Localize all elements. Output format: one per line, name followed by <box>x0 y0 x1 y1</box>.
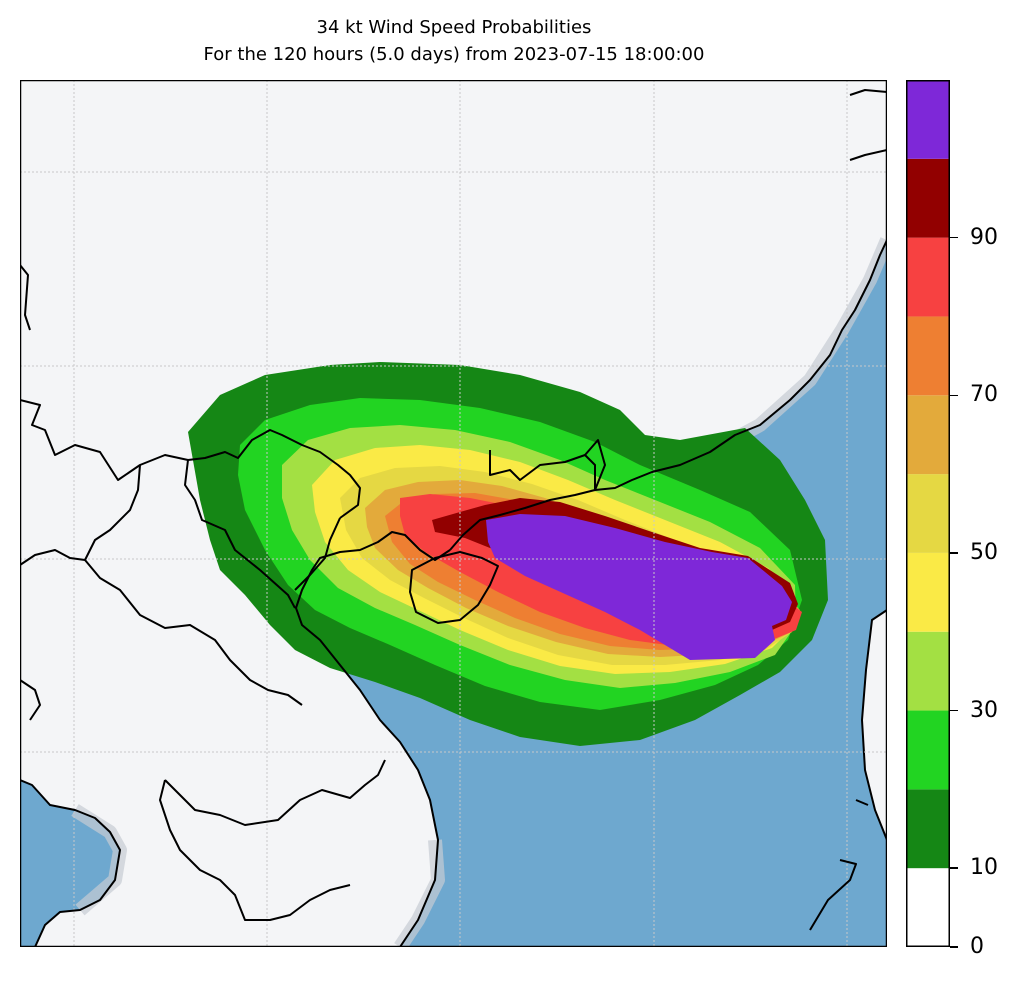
colorbar-segment <box>906 710 950 790</box>
colorbar-tick-label: 10 <box>970 855 998 881</box>
band-100 <box>486 514 792 660</box>
colorbar-segment <box>906 631 950 711</box>
probability-map <box>20 80 887 947</box>
probability-contours <box>188 362 828 746</box>
colorbar-tick-mark <box>950 394 958 397</box>
colorbar-segment <box>906 474 950 553</box>
chart-title: 34 kt Wind Speed Probabilities <box>316 17 592 38</box>
colorbar-tick-mark <box>950 946 958 948</box>
colorbar-segment <box>906 237 950 317</box>
colorbar-tick-label: 0 <box>970 934 984 959</box>
colorbar-tick-label: 90 <box>970 224 998 250</box>
colorbar-tick-label: 50 <box>970 539 998 565</box>
colorbar-tick-mark <box>950 236 958 239</box>
taiwan-island <box>870 80 887 110</box>
colorbar-segment <box>906 868 950 947</box>
luzon-island <box>860 608 887 841</box>
country-borders <box>20 399 586 921</box>
colorbar <box>906 80 950 947</box>
colorbar-segment <box>906 80 950 159</box>
colorbar-segment <box>906 789 950 869</box>
colorbar-segment <box>906 395 950 475</box>
colorbar-tick-mark <box>950 867 958 869</box>
chart-subtitle: For the 120 hours (5.0 days) from 2023-0… <box>203 44 705 65</box>
colorbar-segment <box>906 158 950 238</box>
colorbar-tick-mark <box>950 709 958 712</box>
gridlines <box>20 80 887 947</box>
colorbar-tick-label: 70 <box>970 382 998 408</box>
colorbar-segment <box>906 552 950 632</box>
colorbar-tick-label: 30 <box>970 697 998 723</box>
colorbar-tick-mark <box>950 552 958 554</box>
coastlines <box>20 89 887 947</box>
colorbar-segment <box>906 316 950 396</box>
